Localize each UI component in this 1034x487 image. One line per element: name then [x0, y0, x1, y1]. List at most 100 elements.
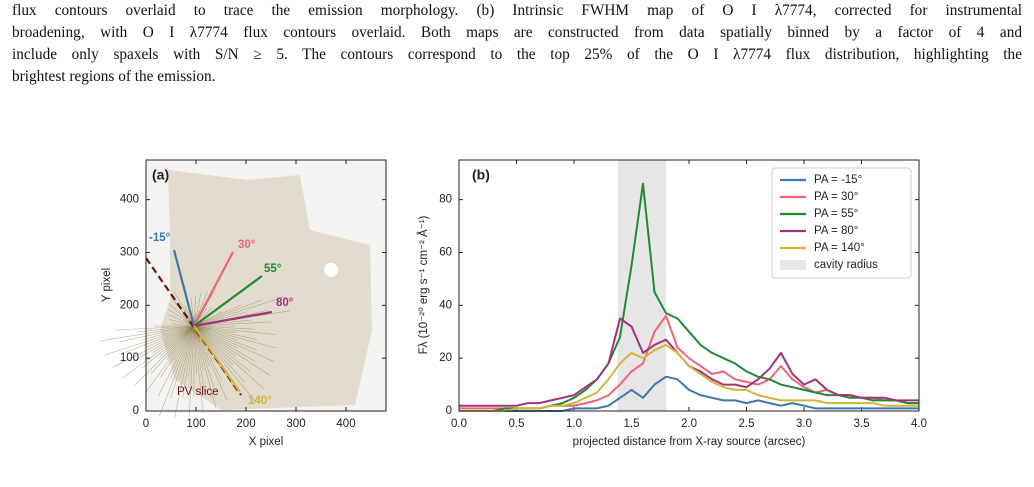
legend-label: PA = 80° [814, 225, 858, 237]
texture-stroke [193, 325, 256, 402]
caption-line: broadening, with O I λ7774 flux contours… [12, 24, 1022, 41]
y-tick-label: 0 [446, 405, 452, 417]
texture-stroke [150, 325, 195, 374]
texture-stroke [160, 325, 195, 378]
axes-frame [458, 159, 920, 412]
legend-label: PA = 140° [814, 242, 865, 254]
texture-stroke [193, 295, 196, 327]
y-tick-label: 80 [439, 194, 452, 206]
texture-stroke [193, 325, 257, 351]
texture-stroke [193, 325, 238, 349]
y-tick-label: 0 [133, 405, 139, 417]
x-tick-label: 300 [286, 418, 305, 430]
legend-label: PA = -15° [814, 174, 862, 186]
image-texture [98, 291, 290, 419]
series-line [459, 343, 919, 412]
texture-stroke [193, 325, 197, 375]
caption-line: include only spaxels with S/N ≥ 5. The c… [12, 46, 1022, 63]
x-tick-label: 0.5 [509, 418, 525, 430]
x-tick-label: 3.5 [854, 418, 870, 430]
texture-stroke [188, 325, 195, 378]
texture-stroke [188, 325, 195, 417]
y-tick-label: 20 [439, 352, 452, 364]
texture-stroke [170, 325, 195, 399]
texture-stroke [133, 325, 195, 362]
texture-stroke [193, 299, 263, 327]
texture-stroke [145, 325, 195, 393]
texture-stroke [119, 325, 195, 343]
texture-stroke [193, 296, 284, 327]
caption-line: flux contours overlaid to trace the emis… [12, 2, 1022, 19]
texture-stroke [104, 325, 195, 356]
x-tick-label: 2.0 [681, 418, 697, 430]
texture-stroke [193, 325, 251, 373]
x-tick-label: 1.5 [624, 418, 640, 430]
annotation: 55° [264, 263, 282, 275]
texture-stroke [193, 325, 255, 362]
texture-stroke [193, 325, 276, 335]
texture-stroke [166, 325, 195, 360]
x-tick-label: 0.0 [451, 418, 467, 430]
legend-box [771, 167, 912, 279]
texture-stroke [167, 308, 195, 327]
texture-stroke [179, 325, 195, 380]
texture-stroke [152, 325, 195, 353]
pa-ray [193, 325, 241, 393]
texture-stroke [193, 325, 238, 341]
texture-stroke [115, 325, 195, 331]
texture-stroke [193, 325, 271, 376]
pa-ray [193, 275, 263, 327]
image-emission [160, 170, 372, 410]
x-tick-label: 1.0 [566, 418, 582, 430]
legend-label: PA = 55° [814, 208, 858, 220]
texture-stroke [157, 325, 195, 397]
texture-stroke [193, 325, 255, 330]
texture-stroke [193, 325, 237, 357]
texture-stroke [193, 325, 234, 366]
texture-stroke [168, 314, 195, 327]
annotation: 80° [276, 297, 294, 309]
texture-stroke [170, 325, 195, 380]
texture-stroke [125, 325, 195, 353]
legend-swatch [780, 260, 806, 270]
texture-stroke [146, 325, 195, 348]
x-tick-label: 100 [186, 418, 205, 430]
legend-label: cavity radius [814, 259, 878, 271]
caption: flux contours overlaid to trace the emis… [12, 0, 1022, 88]
annotation: PV slice [177, 386, 219, 398]
cavity-band [617, 160, 666, 411]
annotation: 140° [248, 395, 272, 407]
masked-source [324, 263, 338, 277]
texture-stroke [193, 325, 275, 363]
texture-stroke [174, 325, 195, 419]
y-axis-label: Fλ (10⁻²⁰ erg s⁻¹ cm⁻² Å⁻¹) [417, 215, 430, 354]
axes-frame [145, 159, 387, 412]
texture-stroke [112, 325, 195, 368]
texture-stroke [193, 325, 217, 409]
texture-stroke [133, 325, 195, 387]
x-tick-label: 2.5 [739, 418, 755, 430]
texture-stroke [193, 325, 204, 414]
texture-stroke [193, 325, 277, 349]
x-tick-label: 4.0 [911, 418, 927, 430]
y-tick-label: 400 [120, 194, 139, 206]
texture-stroke [193, 325, 257, 340]
texture-stroke [182, 325, 195, 399]
series-line [459, 375, 919, 412]
texture-stroke [193, 325, 265, 390]
y-tick-label: 100 [120, 352, 139, 364]
y-tick-label: 300 [120, 247, 139, 259]
texture-stroke [173, 325, 195, 361]
texture-stroke [193, 321, 273, 327]
texture-stroke [140, 325, 195, 341]
y-axis-label: Y pixel [101, 268, 113, 302]
texture-stroke [193, 325, 237, 334]
pa-ray [193, 251, 234, 327]
y-tick-label: 40 [439, 299, 452, 311]
legend-label: PA = 30° [814, 191, 858, 203]
texture-stroke [172, 323, 195, 327]
texture-stroke [193, 325, 205, 393]
texture-stroke [193, 325, 215, 387]
panel-label: (a) [152, 167, 169, 183]
